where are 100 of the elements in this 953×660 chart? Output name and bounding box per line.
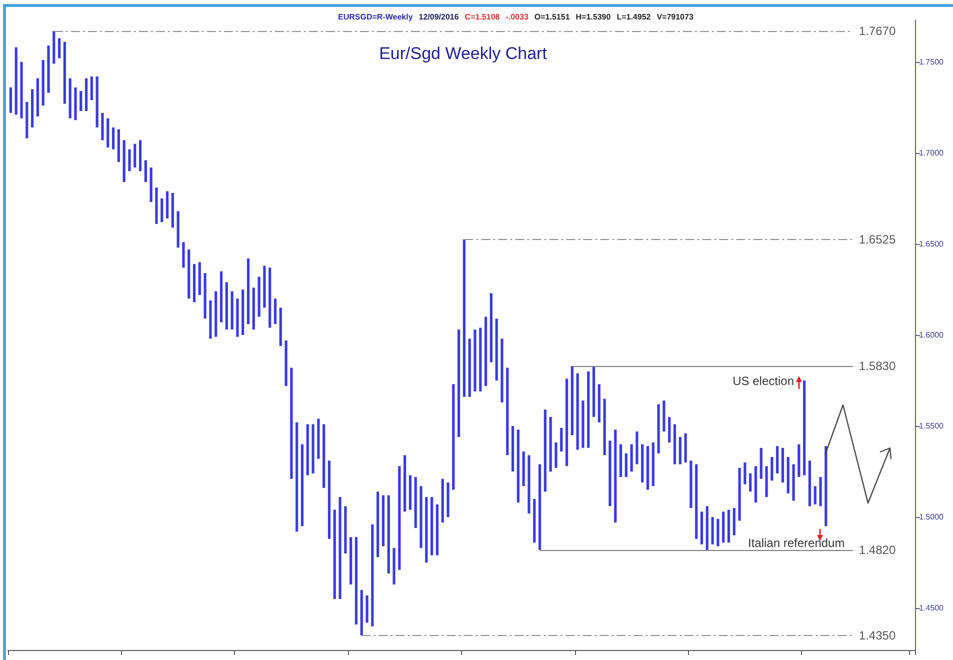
- bar: [268, 268, 272, 328]
- bar: [695, 464, 698, 539]
- bar: [9, 87, 12, 113]
- text: Eur/Sgd Weekly Chart: [379, 44, 548, 63]
- bar: [350, 537, 352, 584]
- bar: [387, 495, 390, 574]
- bar: [749, 473, 752, 492]
- bar: [690, 460, 692, 508]
- bar: [516, 430, 520, 503]
- bar: [608, 440, 612, 506]
- bar: [549, 416, 552, 472]
- bar: [166, 191, 169, 218]
- bar: [414, 477, 417, 528]
- bar: [263, 266, 266, 308]
- bar: [106, 118, 110, 148]
- bar: [576, 373, 579, 450]
- bar: [754, 466, 758, 503]
- bar: [776, 446, 779, 474]
- bar: [684, 433, 687, 462]
- bar: [560, 428, 563, 452]
- bar: [452, 384, 455, 490]
- bar: [376, 492, 380, 558]
- bar: [490, 293, 492, 362]
- bar: [160, 198, 164, 222]
- bar: [30, 89, 34, 128]
- bar: [446, 482, 450, 518]
- bar: [727, 510, 730, 543]
- bar: [673, 424, 676, 464]
- bar: [300, 444, 304, 526]
- bar: [824, 446, 828, 526]
- bar: [204, 273, 206, 319]
- bar: [117, 129, 120, 162]
- y-tick-label: 1.4500: [919, 604, 944, 613]
- bar: [630, 444, 633, 472]
- annotation: US election: [732, 374, 794, 388]
- bar: [798, 444, 800, 478]
- bar: [192, 264, 196, 302]
- bar: [420, 486, 422, 548]
- bar: [382, 495, 385, 546]
- bar: [565, 378, 568, 466]
- bar: [344, 506, 347, 554]
- bar: [225, 282, 228, 330]
- ref-line-label: 1.5830: [858, 358, 896, 373]
- bar: [63, 42, 66, 104]
- bar: [700, 512, 704, 544]
- ref-line-label: 1.4350: [858, 628, 896, 642]
- bar: [808, 460, 812, 506]
- bar: [333, 510, 336, 600]
- bar: [624, 453, 628, 478]
- bar: [371, 524, 374, 626]
- bar: [722, 512, 725, 543]
- bar: [538, 464, 542, 550]
- bar: [122, 140, 126, 182]
- bar: [290, 368, 293, 479]
- bar: [398, 466, 401, 570]
- chart-subtitle: EURSGD=R-Weekly 12/09/2016 C=1.5108 -.0033 O=1.5151 H=1.5390 L=1.4952 V=791073: [338, 12, 694, 22]
- bar: [182, 242, 185, 268]
- bar: [500, 338, 504, 402]
- bar: [474, 330, 476, 392]
- bar: [479, 328, 482, 392]
- bar: [814, 486, 816, 504]
- bar: [150, 167, 152, 202]
- bar: [20, 62, 23, 118]
- bar: [528, 455, 530, 514]
- y-tick-label: 1.5500: [919, 422, 944, 431]
- bar: [792, 464, 795, 501]
- bar: [662, 400, 666, 432]
- bar: [47, 45, 50, 93]
- bar: [614, 430, 617, 523]
- bar: [171, 192, 174, 228]
- bar: [134, 144, 136, 168]
- bar: [533, 498, 536, 543]
- y-tick-label: 1.6500: [919, 239, 944, 248]
- bar: [652, 442, 654, 486]
- bar: [58, 38, 61, 58]
- bar: [408, 475, 412, 510]
- bar: [495, 318, 498, 381]
- bar: [732, 508, 736, 536]
- bar: [711, 517, 714, 544]
- bar: [430, 497, 434, 556]
- bar: [176, 211, 180, 248]
- bar: [14, 47, 18, 115]
- bar: [760, 448, 762, 479]
- bar: [354, 537, 358, 625]
- bar: [641, 444, 644, 482]
- bar: [657, 404, 660, 454]
- bar: [803, 380, 806, 476]
- bar: [220, 271, 223, 322]
- bar: [188, 249, 190, 299]
- bar: [484, 316, 488, 386]
- bar: [279, 308, 282, 346]
- bar: [214, 291, 218, 337]
- bar: [770, 456, 774, 481]
- bar: [592, 366, 596, 417]
- bar: [230, 291, 234, 330]
- bar: [582, 400, 584, 448]
- bar: [138, 140, 142, 172]
- bar: [246, 258, 250, 324]
- bar: [436, 504, 439, 556]
- bar: [36, 78, 39, 117]
